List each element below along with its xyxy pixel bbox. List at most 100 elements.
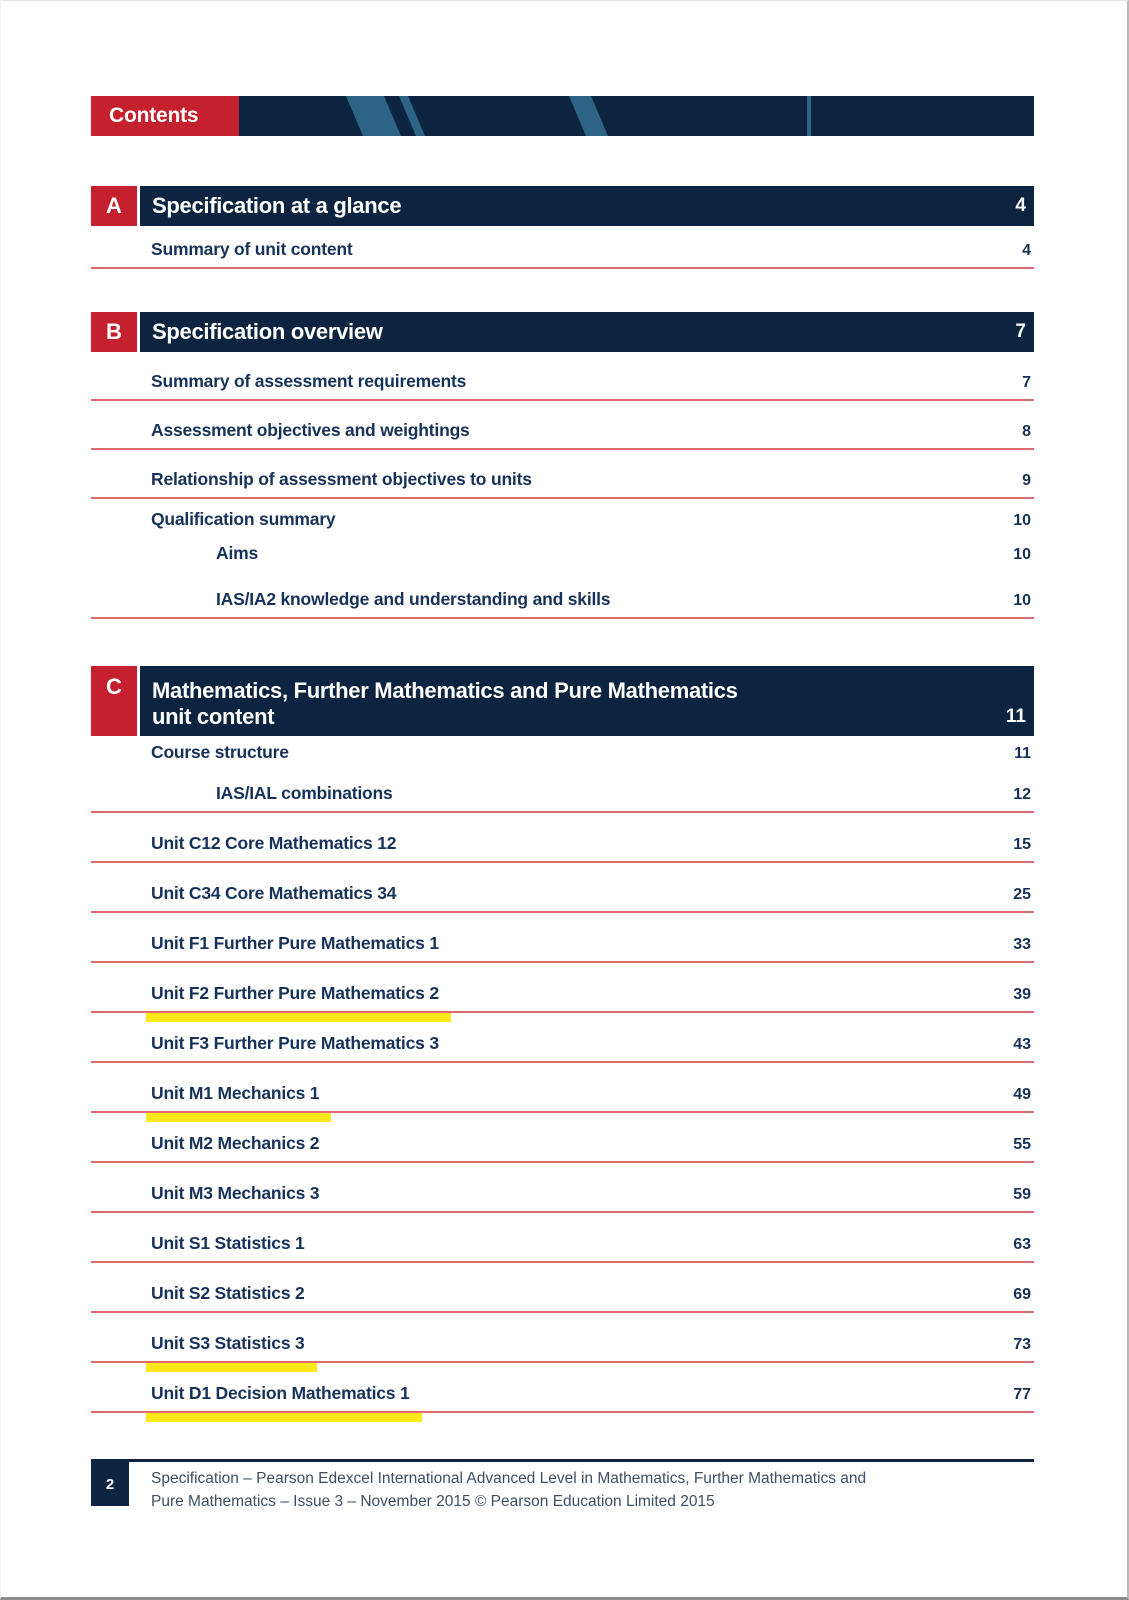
section-page-number: 7 [1015, 321, 1026, 342]
toc-entry[interactable]: Summary of assessment requirements 7 [91, 352, 1034, 401]
toc-entry-page-number: 9 [1022, 472, 1031, 489]
toc-entry-label: Qualification summary [151, 509, 336, 529]
footer-text-line2: Pure Mathematics – Issue 3 – November 20… [151, 1493, 715, 1510]
contents-label: Contents [91, 96, 239, 136]
toc-entry-page-number: 69 [1013, 1286, 1031, 1303]
toc-entry[interactable]: Unit C34 Core Mathematics 34 25 [91, 863, 1034, 913]
toc-entry-label: Summary of unit content [151, 239, 353, 259]
toc-entry-page-number: 59 [1013, 1186, 1031, 1203]
toc-entry[interactable]: IAS/IAL combinations 12 [91, 772, 1034, 813]
toc-entry-page-number: 43 [1013, 1036, 1031, 1053]
toc-entry-page-number: 12 [1013, 786, 1031, 803]
toc-entry-page-number: 39 [1013, 986, 1031, 1003]
section-header-body: Mathematics, Further Mathematics and Pur… [140, 666, 1034, 736]
toc-entry-page-number: 7 [1022, 374, 1031, 391]
decorative-stripe [569, 96, 608, 136]
section-b: B Specification overview 7 Summary of as… [91, 312, 1034, 619]
toc-entry-label: Unit F3 Further Pure Mathematics 3 [151, 1033, 439, 1053]
section-entries: Course structure 11 IAS/IAL combinations… [91, 736, 1034, 1422]
toc-entry[interactable]: Unit F2 Further Pure Mathematics 2 39 [91, 963, 1034, 1022]
section-letter: B [91, 312, 137, 352]
toc-entry-page-number: 10 [1013, 592, 1031, 609]
toc-entry[interactable]: Unit D1 Decision Mathematics 1 77 [91, 1363, 1034, 1422]
section-title-line: Mathematics, Further Mathematics and Pur… [152, 678, 738, 704]
section-title-line: unit content [152, 703, 275, 729]
toc-entry-page-number: 10 [1013, 546, 1031, 563]
toc-entry-label: Assessment objectives and weightings [151, 420, 470, 440]
toc-entry[interactable]: Unit M2 Mechanics 2 55 [91, 1113, 1034, 1163]
toc-entry-label: Aims [216, 543, 258, 563]
toc-entry-page-number: 4 [1022, 242, 1031, 259]
toc-entry-page-number: 33 [1013, 936, 1031, 953]
header-stripe-band [239, 96, 1034, 136]
toc-entry-label: IAS/IAL combinations [216, 783, 393, 803]
toc-entry-page-number: 77 [1013, 1386, 1031, 1403]
section-a: A Specification at a glance 4 Summary of… [91, 186, 1034, 269]
toc-entry[interactable]: Unit M1 Mechanics 1 49 [91, 1063, 1034, 1122]
decorative-stripe [346, 96, 401, 136]
toc-entry[interactable]: Unit F3 Further Pure Mathematics 3 43 [91, 1013, 1034, 1063]
toc-entry[interactable]: Unit S2 Statistics 2 69 [91, 1263, 1034, 1313]
toc-entry[interactable]: Unit M3 Mechanics 3 59 [91, 1163, 1034, 1213]
section-page-number: 4 [1015, 195, 1026, 216]
toc-entry[interactable]: Qualification summary 10 [91, 499, 1034, 539]
section-header[interactable]: A Specification at a glance 4 [91, 186, 1034, 226]
page-footer: 2 Specification – Pearson Edexcel Intern… [91, 1459, 1034, 1513]
toc-entry[interactable]: Course structure 11 [91, 736, 1034, 772]
toc-entry[interactable]: Unit F1 Further Pure Mathematics 1 33 [91, 913, 1034, 963]
toc-entry-page-number: 73 [1013, 1336, 1031, 1353]
toc-entry-label: Unit D1 Decision Mathematics 1 [146, 1383, 422, 1422]
section-title: Specification overview [152, 319, 383, 344]
decorative-line [807, 96, 811, 136]
section-letter: C [91, 666, 137, 736]
section-entries: Summary of unit content 4 [91, 226, 1034, 269]
toc-entry[interactable]: Summary of unit content 4 [91, 226, 1034, 269]
toc-entry-page-number: 10 [1013, 512, 1031, 529]
section-title: Specification at a glance [152, 193, 402, 219]
toc-entry-label: Unit M1 Mechanics 1 [145, 1083, 332, 1122]
toc-entry[interactable]: Unit S1 Statistics 1 63 [91, 1213, 1034, 1263]
toc-entry-label: Unit C34 Core Mathematics 34 [151, 883, 397, 903]
toc-entry-label: Unit S1 Statistics 1 [151, 1233, 305, 1253]
toc-entry-page-number: 15 [1013, 836, 1031, 853]
toc-entry-label: Unit C12 Core Mathematics 12 [151, 833, 397, 853]
section-title-line: Specification overview [152, 319, 383, 345]
toc-entry-page-number: 11 [1014, 745, 1031, 762]
toc-entry-page-number: 63 [1013, 1236, 1031, 1253]
section-letter: A [91, 186, 137, 226]
toc-entry[interactable]: IAS/IA2 knowledge and understanding and … [91, 573, 1034, 619]
toc-entry-page-number: 55 [1013, 1136, 1031, 1153]
toc-entry-label: Course structure [151, 742, 289, 762]
toc-entry-label: Unit M2 Mechanics 2 [151, 1133, 320, 1153]
section-title-line: Specification at a glance [152, 193, 402, 219]
toc-entry[interactable]: Relationship of assessment objectives to… [91, 450, 1034, 499]
footer-text-line1: Specification – Pearson Edexcel Internat… [151, 1470, 867, 1487]
section-c: C Mathematics, Further Mathematics and P… [91, 666, 1034, 1422]
toc-entry-label: Relationship of assessment objectives to… [151, 469, 532, 489]
toc-entry-label: IAS/IA2 knowledge and understanding and … [216, 589, 611, 609]
toc-entry-label: Unit S3 Statistics 3 [146, 1333, 317, 1372]
toc-entry[interactable]: Aims 10 [91, 539, 1034, 573]
toc-entry-label: Unit F1 Further Pure Mathematics 1 [151, 933, 439, 953]
section-entries: Summary of assessment requirements 7 Ass… [91, 352, 1034, 619]
footer-page-number: 2 [91, 1462, 129, 1506]
toc-entry-label: Unit F2 Further Pure Mathematics 2 [146, 983, 451, 1022]
section-header[interactable]: B Specification overview 7 [91, 312, 1034, 352]
footer-text: Specification – Pearson Edexcel Internat… [151, 1462, 866, 1513]
contents-header-bar: Contents [91, 96, 1034, 136]
toc-entry-page-number: 49 [1013, 1086, 1031, 1103]
toc-entry[interactable]: Unit C12 Core Mathematics 12 15 [91, 813, 1034, 863]
toc-entry[interactable]: Assessment objectives and weightings 8 [91, 401, 1034, 450]
section-header-body: Specification at a glance 4 [140, 186, 1034, 226]
decorative-stripe [399, 96, 425, 136]
toc-entry-page-number: 8 [1022, 423, 1031, 440]
section-header-body: Specification overview 7 [140, 312, 1034, 352]
toc-entry-page-number: 25 [1013, 886, 1031, 903]
section-page-number: 11 [1005, 706, 1026, 727]
section-title: Mathematics, Further Mathematics and Pur… [152, 678, 738, 729]
toc-entry-label: Unit M3 Mechanics 3 [151, 1183, 320, 1203]
toc-entry-label: Unit S2 Statistics 2 [151, 1283, 305, 1303]
toc-entry[interactable]: Unit S3 Statistics 3 73 [91, 1313, 1034, 1372]
section-header[interactable]: C Mathematics, Further Mathematics and P… [91, 666, 1034, 736]
